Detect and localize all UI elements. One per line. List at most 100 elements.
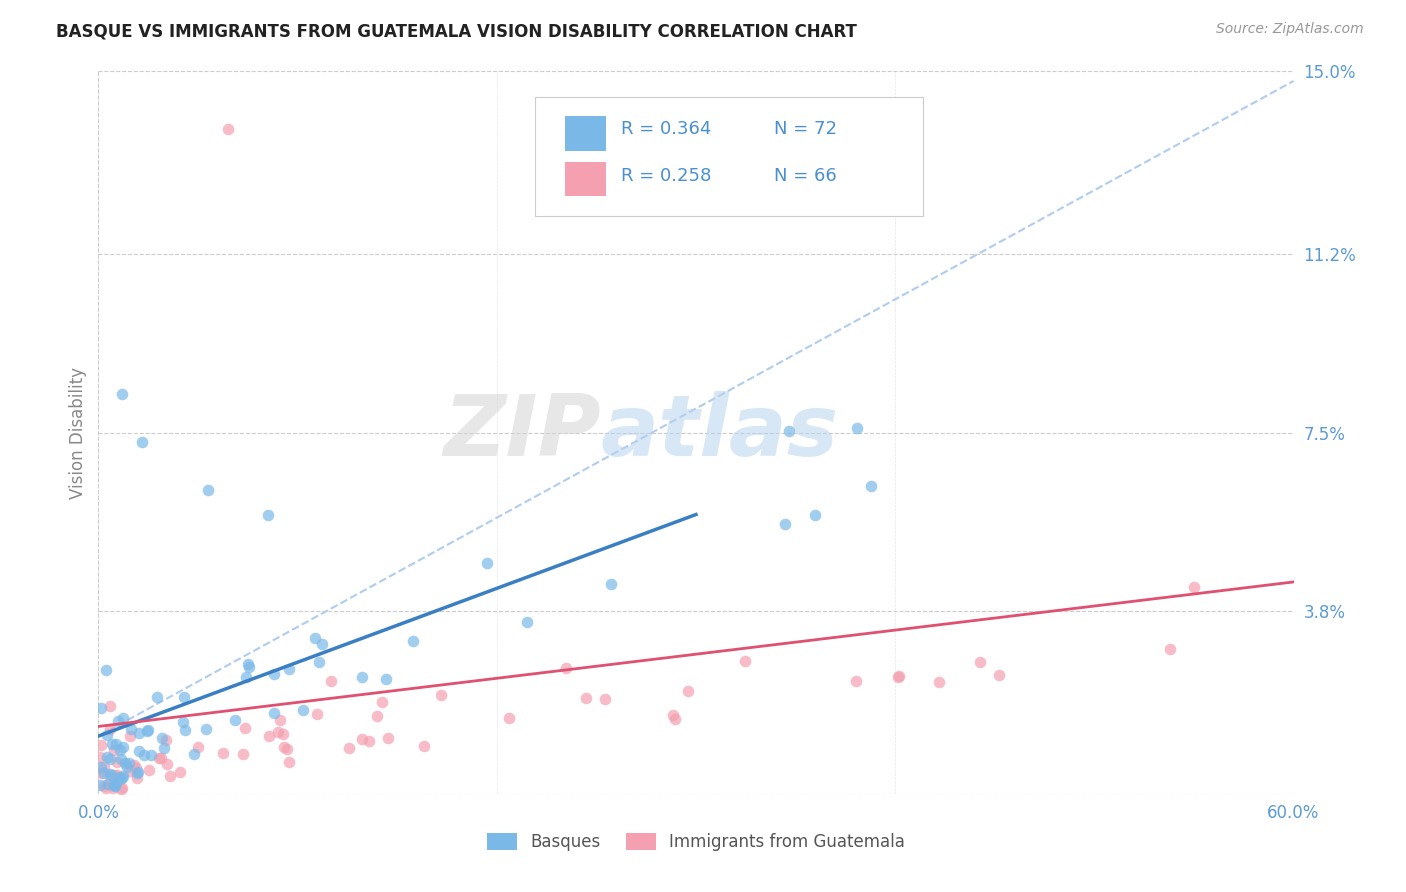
Immigrants from Guatemala [257, 729, 280, 743]
Immigrants from Guatemala [90, 766, 112, 780]
Basques [90, 760, 112, 774]
Immigrants from Guatemala [150, 750, 173, 764]
Basques [107, 714, 129, 728]
FancyBboxPatch shape [534, 96, 922, 216]
Basques [96, 750, 118, 764]
Basques [146, 690, 169, 705]
Legend: Basques, Immigrants from Guatemala: Basques, Immigrants from Guatemala [481, 826, 911, 858]
Basques [600, 576, 623, 591]
Basques [263, 706, 285, 721]
Basques [374, 672, 396, 686]
Immigrants from Guatemala [845, 673, 868, 688]
Immigrants from Guatemala [887, 670, 910, 684]
Immigrants from Guatemala [887, 669, 910, 683]
Immigrants from Guatemala [969, 655, 991, 669]
Basques [152, 740, 174, 755]
Basques [100, 767, 122, 781]
Basques [183, 747, 205, 762]
Immigrants from Guatemala [138, 763, 160, 777]
Basques [308, 655, 330, 669]
Immigrants from Guatemala [159, 769, 181, 783]
Text: N = 66: N = 66 [773, 168, 837, 186]
Basques [118, 756, 141, 770]
Bar [565, 161, 606, 196]
Basques [311, 637, 333, 651]
Basques [136, 723, 159, 737]
Basques [172, 715, 194, 730]
Basques [103, 778, 125, 792]
Text: Source: ZipAtlas.com: Source: ZipAtlas.com [1216, 22, 1364, 37]
Basques [111, 387, 134, 401]
Basques [115, 759, 138, 773]
Basques [111, 771, 134, 785]
Basques [173, 723, 195, 737]
Immigrants from Guatemala [337, 740, 360, 755]
Immigrants from Guatemala [217, 122, 239, 136]
Immigrants from Guatemala [103, 743, 125, 757]
Immigrants from Guatemala [555, 660, 578, 674]
Basques [112, 711, 135, 725]
Immigrants from Guatemala [319, 673, 342, 688]
Basques [845, 421, 868, 435]
Basques [804, 508, 827, 522]
Basques [238, 660, 260, 674]
Basques [93, 766, 115, 780]
Basques [110, 752, 132, 766]
Y-axis label: Vision Disability: Vision Disability [69, 367, 87, 499]
Immigrants from Guatemala [169, 765, 191, 780]
Basques [120, 723, 142, 737]
Immigrants from Guatemala [235, 721, 257, 735]
Immigrants from Guatemala [155, 733, 177, 747]
Basques [97, 776, 120, 790]
Immigrants from Guatemala [357, 734, 380, 748]
Immigrants from Guatemala [276, 741, 298, 756]
Immigrants from Guatemala [156, 756, 179, 771]
Immigrants from Guatemala [988, 668, 1011, 682]
Basques [402, 634, 425, 648]
Immigrants from Guatemala [110, 781, 132, 796]
Immigrants from Guatemala [105, 755, 128, 769]
Immigrants from Guatemala [371, 695, 394, 709]
Immigrants from Guatemala [148, 751, 170, 765]
Basques [194, 722, 217, 736]
Basques [291, 703, 314, 717]
Immigrants from Guatemala [89, 750, 111, 764]
Basques [516, 615, 538, 630]
Basques [98, 766, 121, 780]
Basques [859, 479, 882, 493]
Immigrants from Guatemala [366, 709, 388, 723]
Immigrants from Guatemala [122, 758, 145, 772]
Immigrants from Guatemala [1182, 580, 1205, 594]
Basques [256, 508, 278, 522]
Immigrants from Guatemala [187, 740, 209, 755]
Immigrants from Guatemala [98, 698, 121, 713]
Immigrants from Guatemala [664, 712, 686, 726]
Basques [278, 662, 301, 676]
Basques [235, 670, 257, 684]
Basques [150, 731, 173, 745]
Basques [197, 483, 219, 498]
Immigrants from Guatemala [350, 732, 373, 747]
Text: N = 72: N = 72 [773, 120, 837, 137]
Immigrants from Guatemala [98, 722, 121, 736]
Immigrants from Guatemala [429, 688, 451, 702]
Immigrants from Guatemala [125, 761, 148, 775]
Immigrants from Guatemala [575, 691, 598, 706]
Immigrants from Guatemala [96, 776, 118, 790]
Immigrants from Guatemala [377, 731, 399, 746]
Basques [111, 769, 134, 783]
Basques [139, 748, 162, 763]
Basques [778, 424, 800, 438]
Immigrants from Guatemala [93, 759, 115, 773]
Immigrants from Guatemala [125, 771, 148, 785]
Immigrants from Guatemala [498, 711, 520, 725]
Basques [104, 737, 127, 751]
Text: R = 0.364: R = 0.364 [620, 120, 711, 137]
Text: atlas: atlas [600, 391, 838, 475]
Basques [125, 766, 148, 780]
Immigrants from Guatemala [105, 768, 128, 782]
Basques [98, 752, 121, 766]
Immigrants from Guatemala [662, 707, 685, 722]
Immigrants from Guatemala [277, 755, 299, 769]
Basques [350, 670, 373, 684]
